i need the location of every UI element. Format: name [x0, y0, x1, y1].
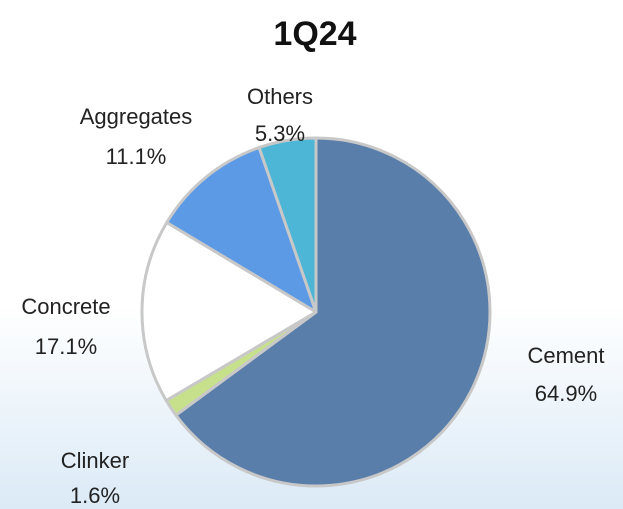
slice-label: Clinker	[61, 448, 129, 473]
slice-label: Aggregates	[80, 104, 193, 129]
pie-slice	[257, 136, 318, 314]
chart-title: 1Q24	[273, 15, 356, 53]
slice-value-label: 17.1%	[35, 334, 97, 359]
slice-value-label: 1.6%	[70, 483, 120, 508]
slice-value-label: 11.1%	[106, 144, 167, 169]
slice-label: Concrete	[21, 294, 110, 319]
slice-value-label: 5.3%	[255, 121, 305, 146]
slice-label: Others	[247, 84, 313, 109]
pie-slice	[165, 146, 318, 314]
pie-slice	[140, 220, 318, 403]
pie-slice	[174, 136, 492, 488]
slice-value-label: 64.9%	[535, 381, 597, 406]
slice-label: Cement	[527, 343, 604, 368]
